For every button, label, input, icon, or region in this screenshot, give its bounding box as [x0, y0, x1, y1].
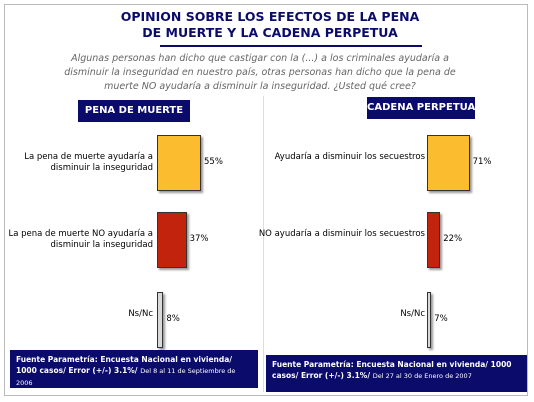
dates: Del 27 al 30 de Enero de 2007 — [372, 372, 472, 380]
source-note: Fuente Parametría: Encuesta Nacional en … — [10, 350, 258, 388]
value-label: 71% — [472, 157, 492, 167]
frame — [4, 4, 528, 396]
title-rule — [160, 45, 422, 47]
value-label: 55% — [204, 157, 223, 167]
bar — [157, 135, 201, 191]
source: Fuente Parametría: Encuesta Nacional en … — [272, 360, 512, 380]
category-label: NO ayudaría a disminuir los secuestros — [258, 229, 425, 239]
value-label: 22% — [443, 234, 463, 244]
question: Algunas personas han dicho que castigar … — [64, 53, 456, 92]
title: OPINION SOBRE LOS EFECTOS DE LA PENA DE … — [120, 9, 420, 40]
divider — [263, 96, 264, 392]
source: Fuente Parametría: Encuesta Nacional en … — [16, 355, 233, 375]
panel-title: PENA DE MUERTE — [78, 100, 190, 122]
value-label: 7% — [434, 314, 448, 324]
value-label: 37% — [189, 234, 209, 244]
bar — [157, 292, 164, 348]
category-label: Ayudaría a disminuir los secuestros — [274, 152, 425, 162]
panel-title: CADENA PERPETUA — [367, 97, 475, 119]
value-label: 8% — [166, 314, 180, 324]
category-label: La pena de muerte NO ayudaría a disminui… — [8, 229, 153, 250]
dates: Del 8 al 11 de Septiembre de 2006 — [16, 367, 236, 387]
source-note: Fuente Parametría: Encuesta Nacional en … — [266, 355, 527, 392]
bar — [427, 212, 441, 268]
category-label: La pena de muerte ayudaría a disminuir l… — [24, 152, 153, 173]
category-label: Ns/Nc — [400, 309, 425, 319]
bar — [427, 292, 432, 348]
bar — [427, 135, 470, 191]
bar — [157, 212, 187, 268]
category-label: Ns/Nc — [128, 309, 153, 319]
